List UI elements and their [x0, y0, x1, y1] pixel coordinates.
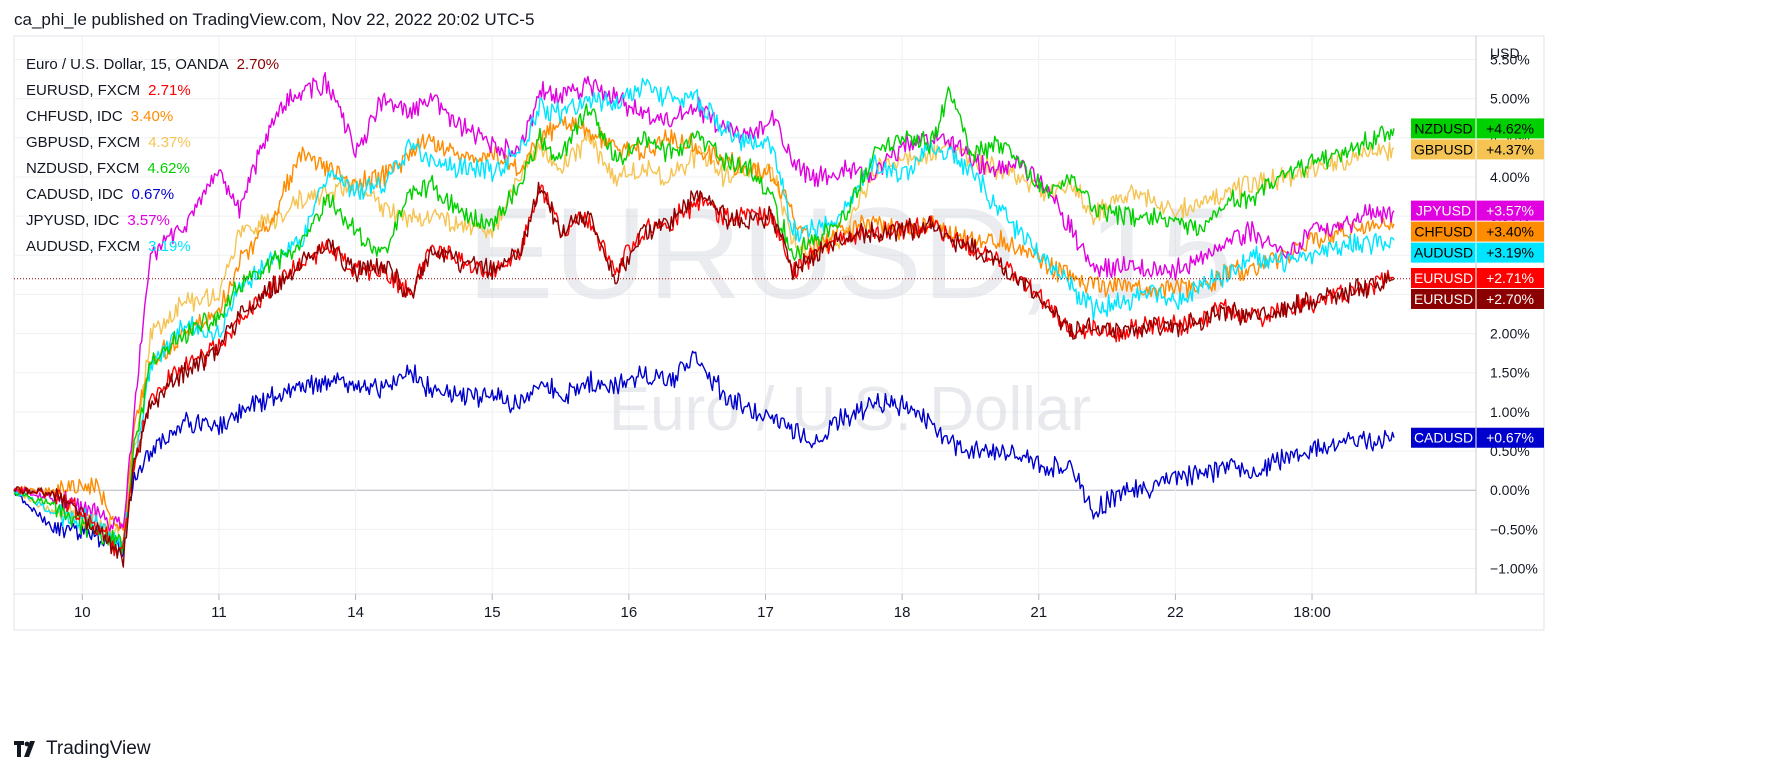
legend-symbol: CHFUSD, IDC	[26, 108, 123, 125]
badge-value: +4.37%	[1486, 141, 1534, 157]
badge-symbol: EURUSD	[1414, 270, 1473, 286]
legend-value: 4.62%	[147, 160, 190, 177]
legend-symbol: CADUSD, IDC	[26, 186, 124, 203]
price-badge-jpyusd-2	[1411, 200, 1544, 221]
legend-row[interactable]: AUDUSD, FXCM 3.19%	[26, 234, 279, 260]
badge-symbol: CADUSD	[1414, 430, 1473, 446]
legend-symbol: Euro / U.S. Dollar, 15, OANDA	[26, 56, 229, 73]
series-legend: Euro / U.S. Dollar, 15, OANDA 2.70% EURUSD…	[26, 52, 279, 260]
legend-symbol: NZDUSD, FXCM	[26, 160, 140, 177]
x-tick-label: 17	[757, 604, 774, 621]
price-badge-cadusd-7	[1411, 427, 1544, 448]
legend-symbol: EURUSD, FXCM	[26, 82, 141, 99]
y-unit-label: USD	[1490, 45, 1520, 61]
legend-value: 2.71%	[148, 82, 191, 99]
y-tick-label: 4.00%	[1490, 169, 1530, 185]
legend-value: 3.40%	[130, 108, 174, 125]
y-tick-label: 5.50%	[1490, 51, 1530, 67]
legend-row[interactable]: NZDUSD, FXCM 4.62%	[26, 156, 279, 182]
badge-value: +2.70%	[1486, 291, 1534, 307]
x-tick-label: 10	[74, 604, 91, 621]
badge-symbol: CHFUSD	[1414, 224, 1472, 240]
watermark-description: Euro / U.S. Dollar	[609, 375, 1091, 444]
legend-row[interactable]: CHFUSD, IDC 3.40%	[26, 104, 279, 130]
legend-row[interactable]: JPYUSD, IDC 3.57%	[26, 208, 279, 234]
x-tick-label: 14	[347, 604, 364, 621]
badge-symbol: JPYUSD	[1416, 203, 1471, 219]
x-tick-label: 15	[484, 604, 501, 621]
badge-value: +0.67%	[1486, 430, 1534, 446]
legend-symbol: AUDUSD, FXCM	[26, 238, 141, 255]
series-line-nzdusd-0	[13, 86, 1395, 554]
legend-symbol: JPYUSD, IDC	[26, 212, 120, 229]
legend-row[interactable]: CADUSD, IDC 0.67%	[26, 182, 279, 208]
y-tick-label: 0.00%	[1490, 482, 1530, 498]
badge-value: +4.62%	[1486, 120, 1534, 136]
price-badge-eurusd-6	[1411, 288, 1544, 309]
legend-symbol: GBPUSD, FXCM	[26, 134, 141, 151]
series-lines	[13, 72, 1476, 568]
price-badge-eurusd-5	[1411, 267, 1544, 288]
price-badge-gbpusd-1	[1411, 139, 1544, 160]
price-badge-audusd-4	[1411, 242, 1544, 263]
price-badge-chfusd-3	[1411, 221, 1544, 242]
y-tick-label: −1.00%	[1490, 561, 1538, 577]
badge-symbol: AUDUSD	[1414, 245, 1473, 261]
badge-value: +3.19%	[1486, 245, 1534, 261]
publish-header: ca_phi_le published on TradingView.com, …	[14, 10, 535, 29]
y-tick-label: 2.00%	[1490, 326, 1530, 342]
badge-symbol: GBPUSD	[1414, 141, 1473, 157]
legend-value: 3.57%	[127, 212, 170, 229]
time-axis-frame	[13, 593, 1545, 631]
legend-row[interactable]: Euro / U.S. Dollar, 15, OANDA 2.70%	[26, 52, 279, 78]
x-tick-label: 21	[1030, 604, 1047, 621]
legend-value: 2.70%	[236, 56, 280, 73]
series-line-audusd-4	[13, 77, 1395, 551]
tradingview-logo-icon	[14, 741, 35, 757]
series-line-eurusd-6	[13, 181, 1395, 568]
x-tick-label: 18	[894, 604, 911, 621]
y-tick-label: 1.00%	[1490, 404, 1530, 420]
badge-value: +2.71%	[1486, 270, 1534, 286]
legend-value: 4.37%	[148, 134, 191, 151]
legend-value: 3.19%	[148, 238, 191, 255]
badge-symbol: NZDUSD	[1414, 120, 1472, 136]
legend-row[interactable]: EURUSD, FXCM 2.71%	[26, 78, 279, 104]
footer-brand[interactable]: TradingView	[14, 738, 151, 760]
series-line-cadusd-7	[13, 350, 1395, 558]
series-line-gbpusd-1	[13, 129, 1395, 544]
badge-symbol: EURUSD	[1414, 291, 1473, 307]
price-badge-nzdusd-0	[1411, 118, 1544, 139]
series-line-eurusd-5	[13, 184, 1395, 557]
badge-value: +3.57%	[1486, 203, 1534, 219]
series-line-chfusd-3	[13, 116, 1395, 532]
y-tick-label: 1.50%	[1490, 365, 1530, 381]
x-tick-label: 18:00	[1293, 604, 1331, 621]
badge-value: +3.40%	[1486, 224, 1534, 240]
x-tick-label: 16	[621, 604, 638, 621]
y-tick-label: −0.50%	[1490, 521, 1538, 537]
price-badges: NZDUSD +4.62% GBPUSD +4.37% JPYUSD +3.57% CHFU…	[1411, 118, 1544, 448]
y-tick-label: 5.00%	[1490, 91, 1530, 107]
footer-brand-label: TradingView	[46, 738, 151, 759]
legend-value: 0.67%	[131, 186, 175, 203]
x-tick-label: 22	[1167, 604, 1184, 621]
legend-row[interactable]: GBPUSD, FXCM 4.37%	[26, 130, 279, 156]
x-tick-label: 11	[211, 604, 227, 621]
